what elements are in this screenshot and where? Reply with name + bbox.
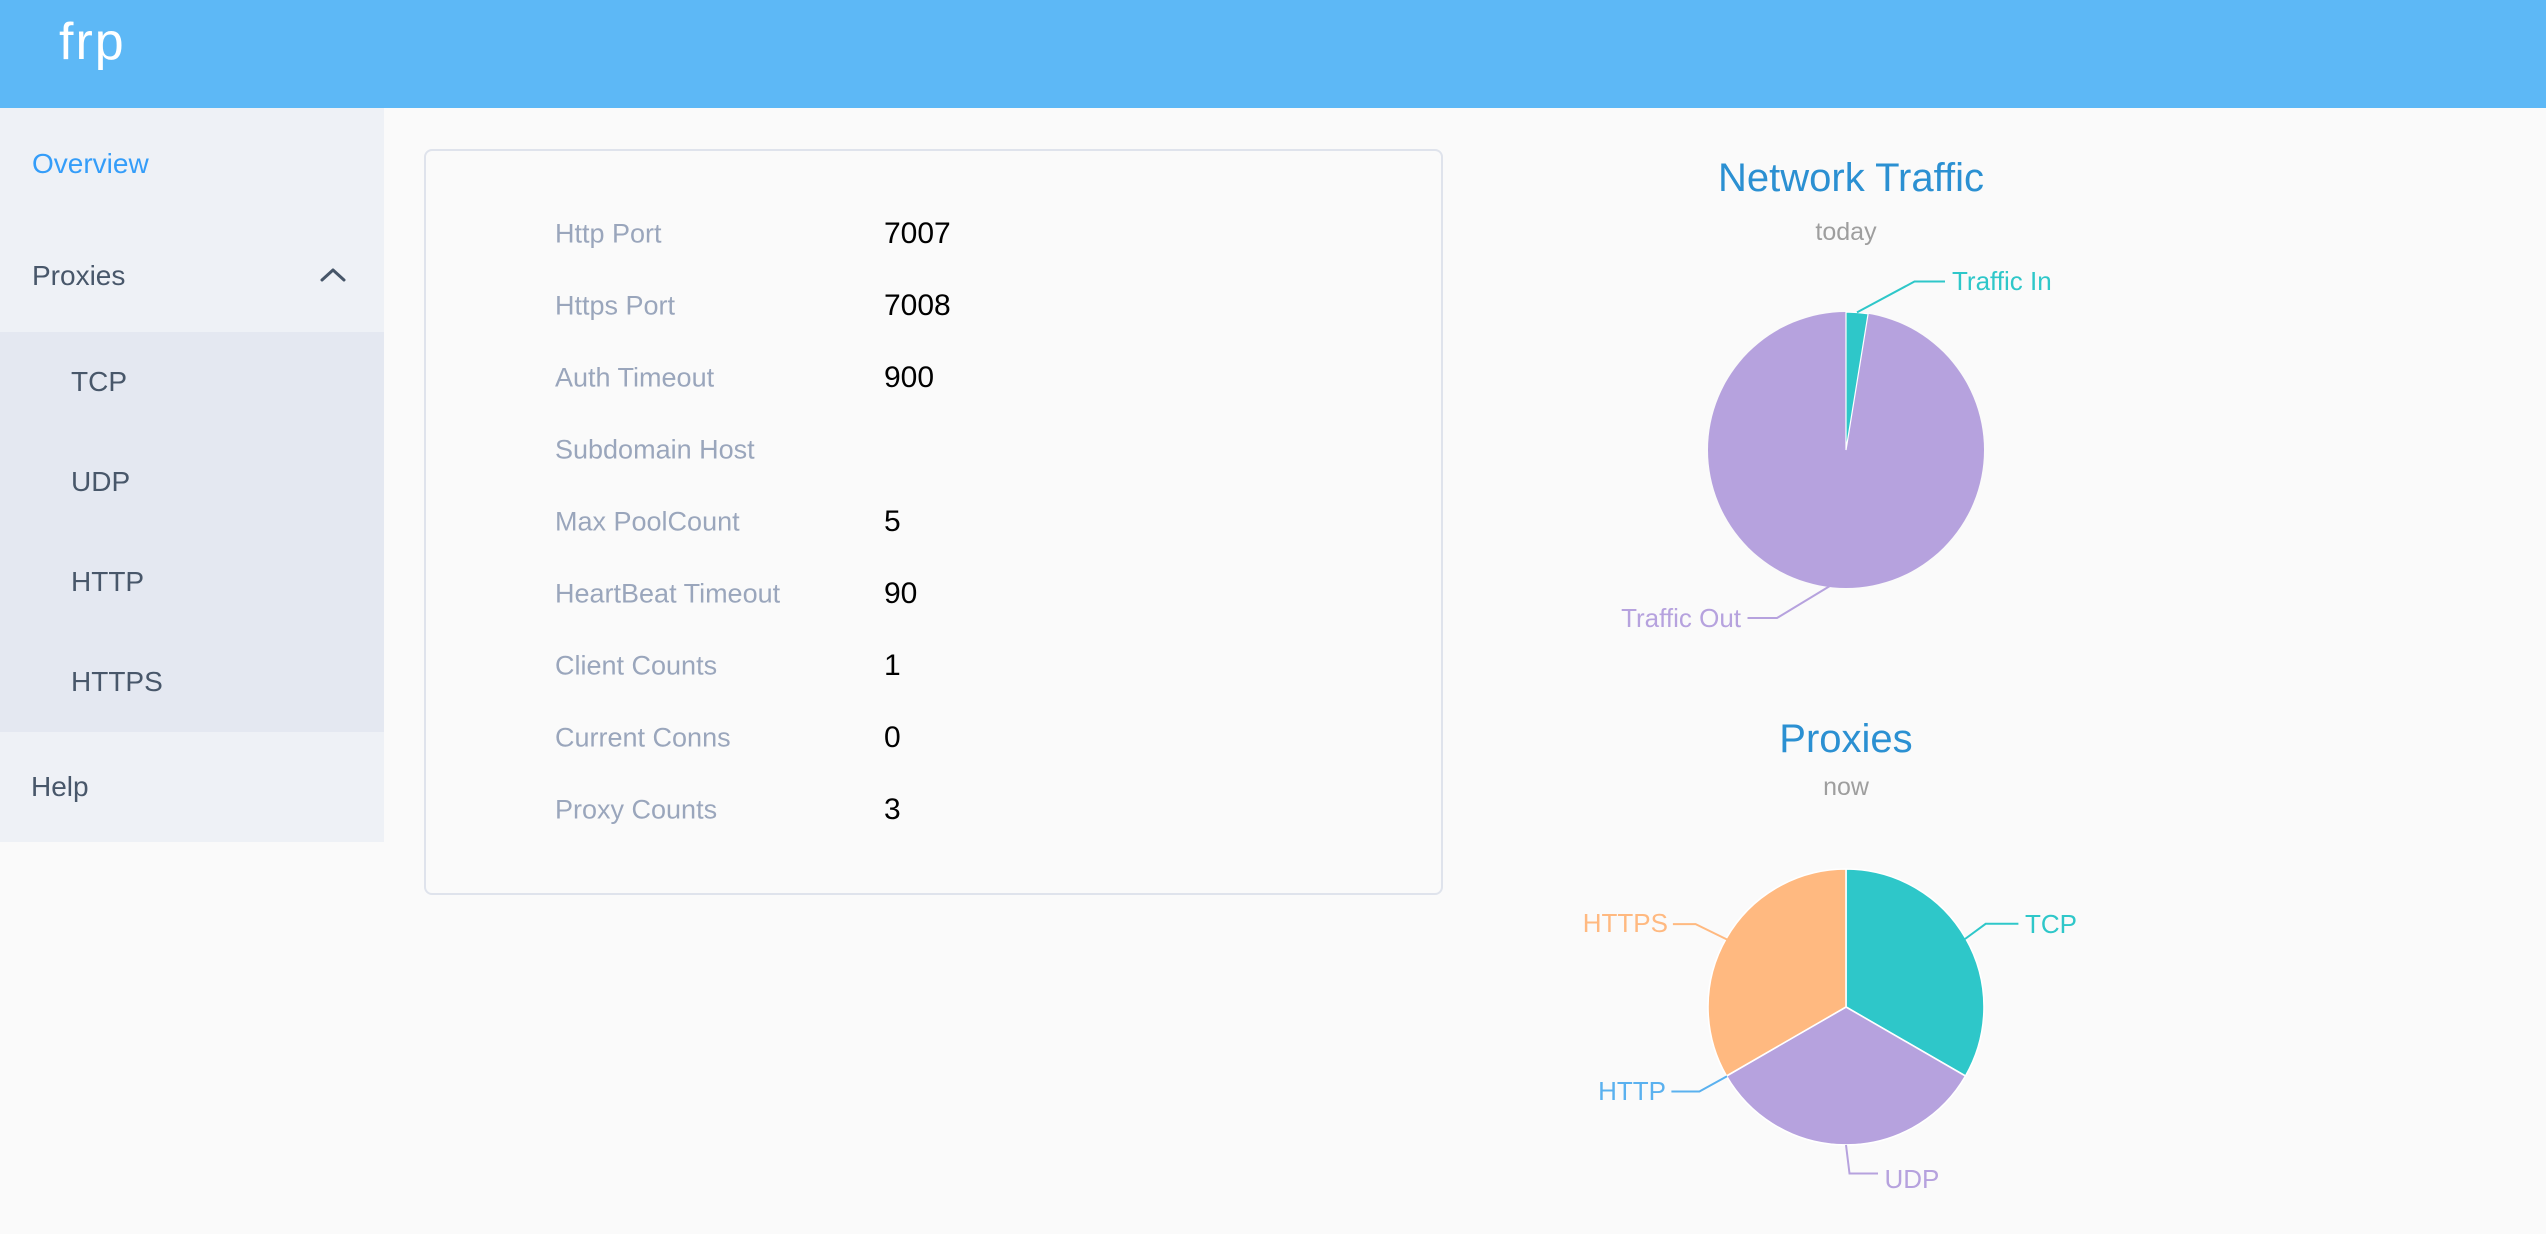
- svg-text:HTTPS: HTTPS: [1583, 908, 1668, 938]
- svg-text:UDP: UDP: [1885, 1164, 1940, 1194]
- svg-text:HTTP: HTTP: [1598, 1076, 1666, 1106]
- svg-text:Traffic In: Traffic In: [1952, 266, 2052, 296]
- svg-text:Traffic Out: Traffic Out: [1621, 603, 1742, 633]
- svg-text:now: now: [1823, 773, 1870, 801]
- svg-text:today: today: [1815, 218, 1877, 246]
- svg-text:Proxies: Proxies: [1779, 717, 1912, 761]
- svg-text:Network Traffic: Network Traffic: [1718, 156, 1984, 200]
- svg-text:TCP: TCP: [2025, 909, 2077, 939]
